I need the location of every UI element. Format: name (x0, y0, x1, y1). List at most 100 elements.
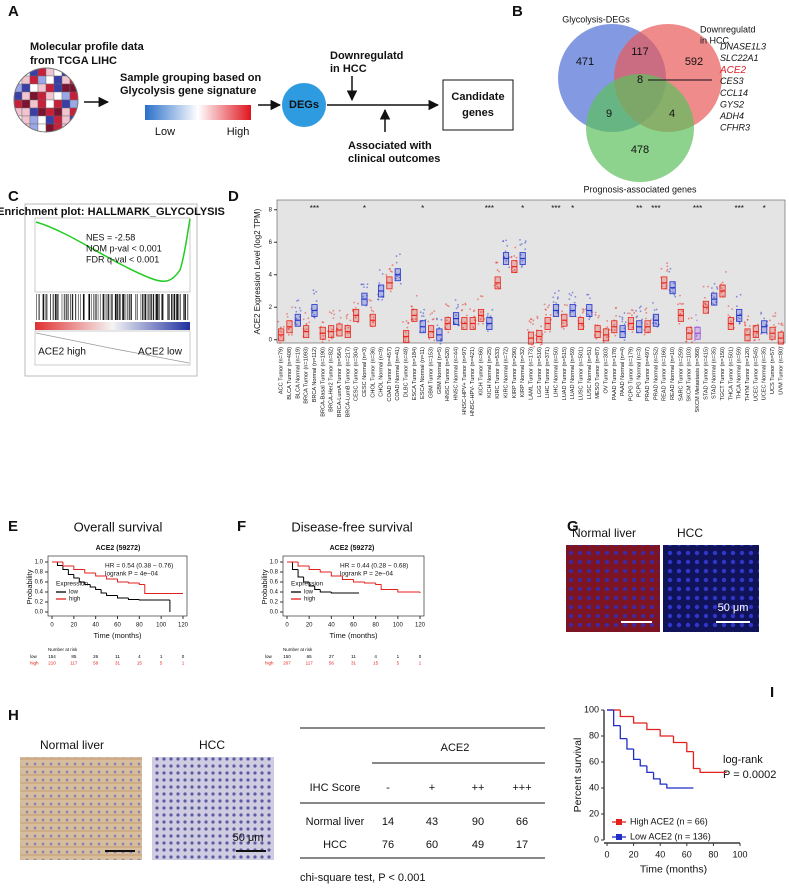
jitter-point (322, 334, 325, 337)
risk-row-name: low (265, 654, 273, 659)
x-tick-label: 40 (92, 623, 99, 629)
jitter-point (774, 315, 777, 318)
jitter-point (754, 335, 757, 338)
jitter-point (389, 267, 391, 270)
jitter-point (354, 316, 357, 319)
jitter-point (748, 325, 751, 327)
km-step (138, 599, 170, 601)
venn-count: 117 (631, 46, 649, 58)
venn-count: 8 (637, 74, 643, 86)
risk-cell: 65 (307, 654, 313, 659)
jitter-point (280, 331, 283, 333)
if-images: Normal liver HCC 50 μm (566, 526, 759, 632)
km-step (84, 569, 96, 574)
km-step (100, 589, 107, 594)
legend-label: high (304, 597, 315, 603)
jitter-point (672, 291, 675, 294)
node-text: genes (462, 107, 494, 119)
x-tick-label: TGCT Tumor (n=150) (720, 347, 726, 401)
matrix-cell (53, 91, 63, 101)
risk-cell: 26 (93, 654, 99, 659)
jitter-point (290, 333, 293, 336)
gene-name: CES3 (720, 76, 744, 86)
x-tick-label: THCA Tumor (n=501) (728, 347, 734, 400)
jitter-point (674, 295, 677, 298)
x-axis-label: Time (months) (329, 631, 378, 640)
table-cell: 76 (382, 839, 394, 851)
y-axis-label: Probability (260, 569, 269, 604)
panel-label: H (8, 707, 19, 724)
km-step (73, 566, 85, 570)
jitter-point (635, 316, 638, 319)
annotation: P = 0.0002 (723, 769, 776, 781)
km-step (303, 577, 310, 583)
jitter-point (419, 311, 422, 313)
jitter-point (720, 287, 723, 290)
x-tick-label: BRCA-LumA Tumor (n=564) (337, 347, 343, 417)
jitter-point (655, 308, 658, 311)
jitter-point (731, 308, 734, 310)
jitter-point (606, 336, 608, 339)
gradient-bar (145, 105, 251, 120)
significance: *** (310, 204, 319, 213)
x-tick-label: 100 (393, 623, 404, 629)
jitter-point (287, 333, 290, 336)
jitter-point (429, 313, 432, 316)
jitter-point (574, 296, 577, 298)
jitter-point (305, 328, 308, 330)
jitter-point (643, 333, 646, 336)
jitter-point (473, 315, 475, 318)
jitter-point (480, 311, 482, 313)
x-tick-label: STAD Normal (n=35) (712, 347, 718, 399)
significance: *** (485, 204, 494, 213)
matrix-cell (69, 123, 78, 132)
table-header: ACE2 (441, 742, 470, 754)
jitter-point (711, 287, 713, 289)
matrix-cell (37, 99, 47, 109)
jitter-point (311, 311, 314, 314)
jitter-point (721, 281, 724, 284)
jitter-point (291, 306, 293, 309)
x-tick-label: 0 (285, 623, 289, 629)
risk-cell: 1 (160, 654, 163, 659)
stat-text: FDR q-val < 0.001 (86, 254, 159, 264)
km-step (89, 584, 96, 588)
risk-cell: 150 (283, 654, 291, 659)
jitter-point (621, 316, 624, 319)
x-tick-label: 120 (415, 623, 426, 629)
jitter-point (473, 309, 476, 312)
jitter-point (587, 293, 590, 296)
risk-cell: 4 (374, 654, 377, 659)
risk-cell: 58 (93, 661, 99, 666)
km-step (626, 738, 634, 750)
jitter-point (346, 313, 349, 316)
scale-label: 50 μm (233, 832, 264, 844)
jitter-point (606, 320, 609, 322)
jitter-point (333, 313, 336, 316)
jitter-point (455, 314, 458, 317)
jitter-point (588, 316, 591, 319)
jitter-point (737, 316, 739, 319)
jitter-point (597, 316, 600, 319)
km-step (127, 598, 140, 600)
y-tick-label: 0.0 (35, 610, 44, 616)
x-tick-label: CESC Tumor (n=304) (354, 347, 360, 401)
jitter-point (431, 318, 434, 321)
x-tick-label: 0 (50, 623, 54, 629)
node-text: in HCC (330, 63, 367, 75)
image (20, 757, 142, 860)
jitter-point (693, 339, 696, 342)
jitter-point (655, 322, 658, 325)
matrix-cell (37, 75, 47, 85)
x-tick-label: LIHC Tumor (n=371) (545, 347, 551, 398)
x-axis-label: Time (months) (640, 863, 707, 875)
jitter-point (298, 307, 301, 309)
jitter-point (389, 290, 392, 293)
jitter-point (529, 321, 532, 324)
jitter-point (681, 310, 684, 313)
jitter-point (328, 339, 330, 342)
chart-title: Overall survival (74, 519, 163, 534)
x-tick-label: LIHC Normal (n=50) (553, 347, 559, 397)
x-tick-label: BRCA Tumor (n=1093) (304, 347, 310, 404)
jitter-point (557, 296, 559, 299)
